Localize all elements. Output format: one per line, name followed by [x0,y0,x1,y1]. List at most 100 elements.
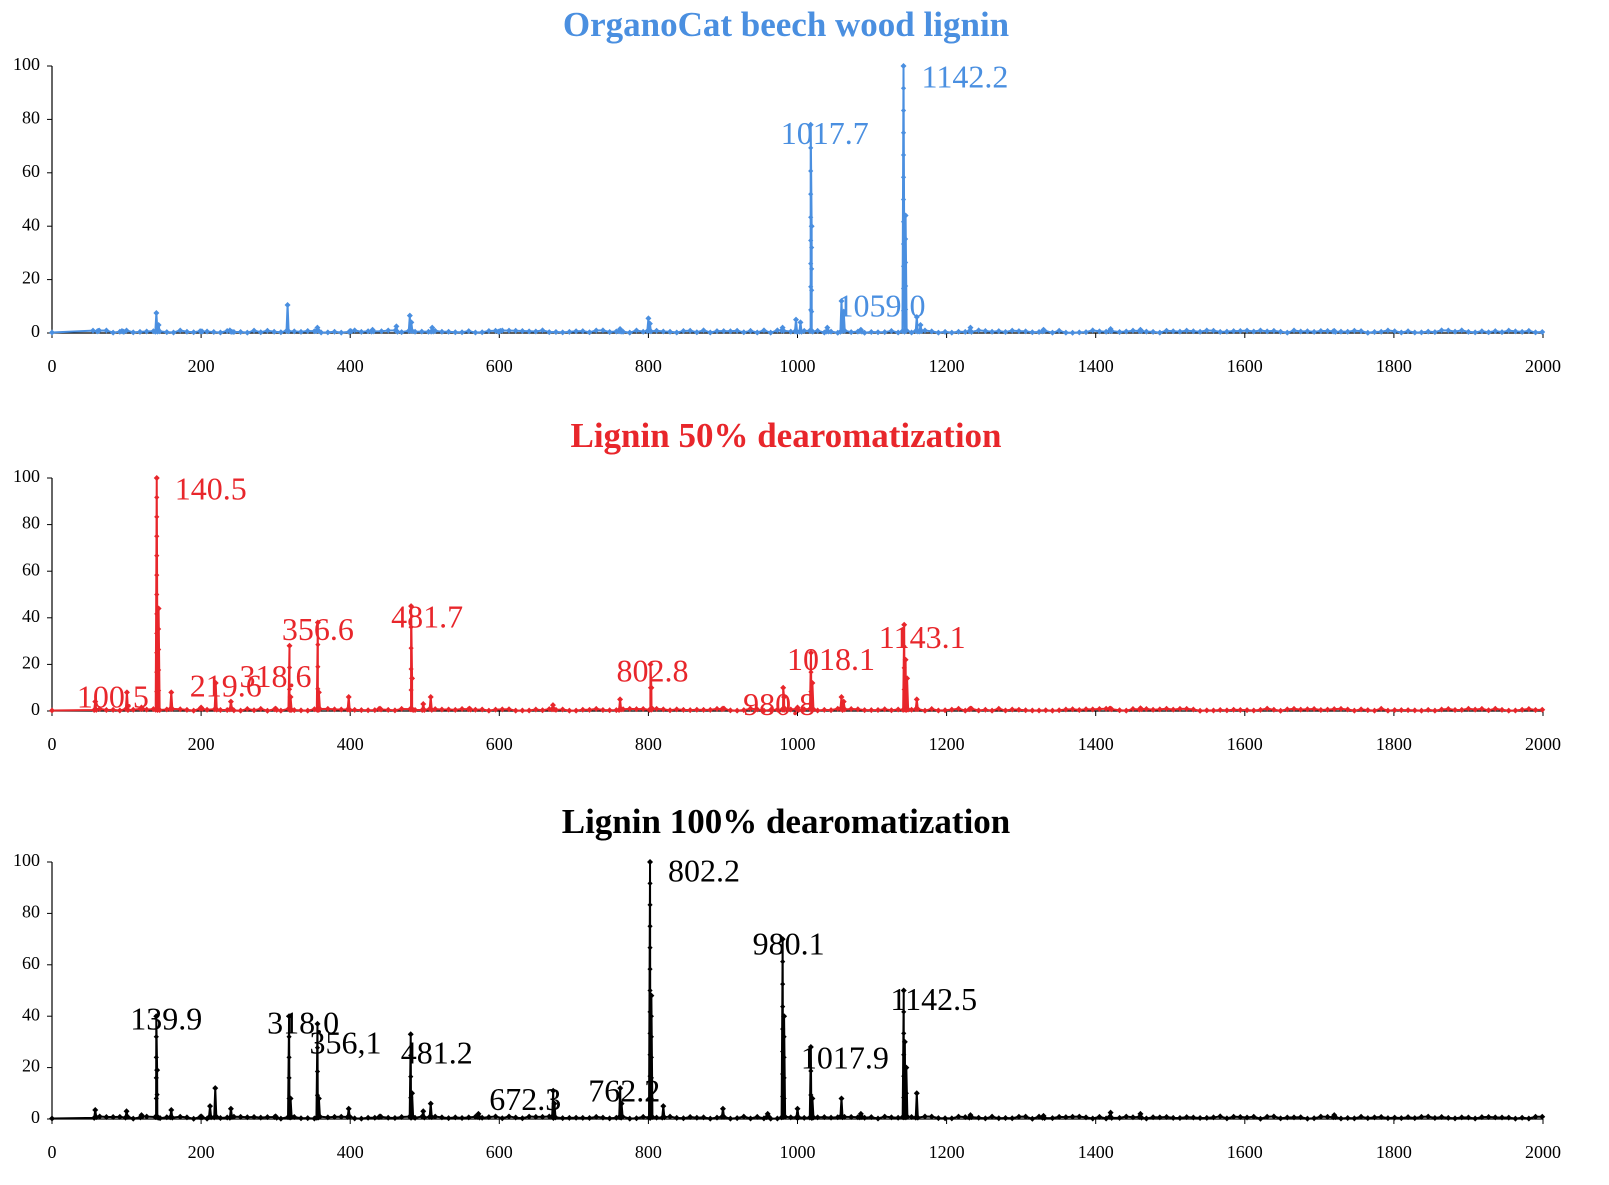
x-tick-label: 200 [188,734,215,754]
data-point [914,706,921,713]
data-point [1223,328,1230,335]
data-point [649,1114,656,1121]
data-point [1223,707,1230,714]
data-point [1384,707,1391,714]
data-point [552,328,559,335]
chart-title: OrganoCat beech wood lignin [563,5,1009,44]
y-tick-label: 80 [22,902,40,922]
data-point [1358,706,1365,713]
data-point [168,689,175,696]
data-point [781,1054,787,1060]
data-point [1096,1113,1103,1120]
data-point [989,707,996,714]
data-point [406,312,413,319]
data-point [1076,706,1083,713]
data-point [640,705,647,712]
data-point [1183,327,1190,334]
chart-panel-1: OrganoCat beech wood lignin0204060801000… [13,5,1561,376]
data-point [809,244,815,251]
x-tick-label: 1200 [929,1142,965,1162]
data-point [928,1113,935,1120]
data-point [1264,328,1271,335]
data-point [170,329,177,336]
data-point [1250,328,1257,335]
x-tick-label: 1400 [1078,734,1114,754]
data-point [465,1114,472,1121]
data-point [393,323,400,330]
data-point [1217,1113,1224,1120]
data-point [814,1114,821,1121]
data-point [1498,1114,1505,1121]
data-point [539,327,546,334]
data-point [1123,1113,1130,1120]
peak-label: 356.6 [282,611,354,647]
marker-group [49,63,1546,336]
data-point [1539,1113,1546,1120]
data-point [1324,706,1331,713]
data-point [1532,707,1539,714]
data-point [345,694,352,701]
data-point [955,705,962,712]
data-point [647,945,653,951]
data-point [1445,327,1452,334]
data-point [586,706,593,713]
data-point [427,694,434,701]
data-point [989,328,996,335]
x-tick-label: 200 [188,356,215,376]
data-point [421,706,428,713]
data-point [620,706,627,713]
data-point [1230,706,1237,713]
data-point [617,696,624,703]
data-point [700,327,707,334]
data-point [264,327,271,334]
data-point [902,682,909,688]
data-point [586,329,593,336]
data-point [841,327,848,334]
data-point [781,1095,787,1102]
data-point [408,666,414,672]
data-point [895,1114,902,1121]
data-point [1237,1114,1244,1121]
data-point [713,705,720,712]
data-point [868,707,875,714]
data-point [156,667,162,673]
data-point [1465,705,1472,712]
data-point [1332,328,1339,335]
data-point [264,1114,271,1121]
data-point [1465,328,1472,335]
data-point [177,1113,184,1120]
data-point [103,327,110,334]
data-point [155,321,162,328]
data-point [1371,1114,1378,1121]
data-point [1138,1114,1145,1121]
data-point [901,1009,907,1015]
data-point [921,327,928,334]
data-point [1391,328,1398,335]
data-point [408,603,415,610]
data-point [895,706,902,713]
data-point [1210,707,1217,714]
data-point [452,706,459,713]
x-tick-label: 1000 [780,734,816,754]
data-point [156,626,162,632]
data-point [661,1114,668,1121]
data-point [559,1115,566,1122]
data-point [345,1105,352,1112]
data-point [398,1114,405,1121]
data-point [532,328,539,335]
data-point [291,707,298,714]
data-point [1324,1113,1331,1120]
data-point [593,1113,600,1120]
peak-label: 356,1 [309,1024,381,1060]
data-point [793,316,800,323]
data-point [1129,706,1136,713]
data-point [653,1114,660,1121]
data-point [1512,328,1519,335]
data-point [217,1115,224,1122]
data-point [868,1114,875,1121]
data-point [794,1105,801,1112]
data-point [774,1115,781,1122]
data-point [1062,706,1069,713]
data-point [734,1115,741,1122]
data-point [1485,707,1492,714]
